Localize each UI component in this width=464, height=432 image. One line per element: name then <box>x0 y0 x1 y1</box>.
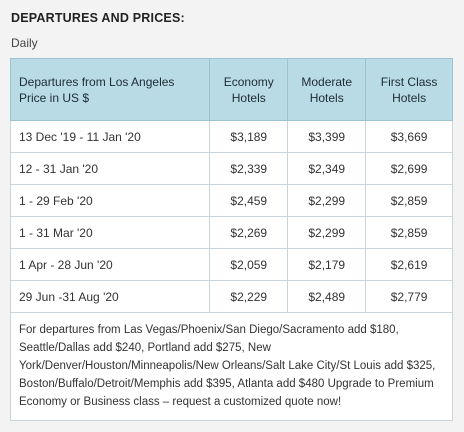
frequency-label: Daily <box>11 36 38 50</box>
economy-price: $2,229 <box>209 280 289 313</box>
header-moderate-line1: Moderate <box>301 74 353 89</box>
table-row: 1 Apr - 28 Jun '20 $2,059 $2,179 $2,619 <box>9 248 453 281</box>
first-class-price: $2,859 <box>365 216 453 249</box>
economy-price: $2,339 <box>209 152 289 185</box>
first-class-price: $2,779 <box>365 280 453 313</box>
economy-price: $3,189 <box>209 120 289 153</box>
table-row: 1 - 31 Mar '20 $2,269 $2,299 $2,859 <box>9 216 453 249</box>
row-dates: 1 - 31 Mar '20 <box>9 216 211 249</box>
header-moderate: Moderate Hotels <box>287 58 367 121</box>
table-row: 29 Jun -31 Aug '20 $2,229 $2,489 $2,779 <box>9 280 453 313</box>
header-first-class-line1: First Class <box>380 74 438 89</box>
note-row: For departures from Las Vegas/Phoenix/Sa… <box>10 312 453 421</box>
header-departures-line1: Departures from Los Angeles <box>19 74 175 89</box>
moderate-price: $2,349 <box>287 152 367 185</box>
row-dates: 1 - 29 Feb '20 <box>9 184 211 217</box>
row-dates: 13 Dec '19 - 11 Jan '20 <box>9 120 211 153</box>
table-row: 12 - 31 Jan '20 $2,339 $2,349 $2,699 <box>9 152 453 185</box>
first-class-price: $3,669 <box>365 120 453 153</box>
moderate-price: $2,299 <box>287 184 367 217</box>
header-economy-line1: Economy <box>223 74 274 89</box>
table-row: 13 Dec '19 - 11 Jan '20 $3,189 $3,399 $3… <box>9 120 453 153</box>
header-first-class: First Class Hotels <box>365 58 453 121</box>
header-departures: Departures from Los Angeles Price in US … <box>9 58 211 121</box>
table-header-row: Departures from Los Angeles Price in US … <box>9 58 453 121</box>
header-economy: Economy Hotels <box>209 58 289 121</box>
moderate-price: $3,399 <box>287 120 367 153</box>
header-first-class-line2: Hotels <box>392 90 427 105</box>
row-dates: 29 Jun -31 Aug '20 <box>9 280 211 313</box>
moderate-price: $2,179 <box>287 248 367 281</box>
prices-table: Departures from Los Angeles Price in US … <box>9 58 453 421</box>
economy-price: $2,059 <box>209 248 289 281</box>
first-class-price: $2,859 <box>365 184 453 217</box>
row-dates: 1 Apr - 28 Jun '20 <box>9 248 211 281</box>
moderate-price: $2,299 <box>287 216 367 249</box>
row-dates: 12 - 31 Jan '20 <box>9 152 211 185</box>
header-economy-line2: Hotels <box>231 90 266 105</box>
header-moderate-line2: Hotels <box>309 90 344 105</box>
table-row: 1 - 29 Feb '20 $2,459 $2,299 $2,859 <box>9 184 453 217</box>
section-heading: DEPARTURES AND PRICES: <box>11 11 185 25</box>
first-class-price: $2,619 <box>365 248 453 281</box>
economy-price: $2,459 <box>209 184 289 217</box>
departure-surcharge-note: For departures from Las Vegas/Phoenix/Sa… <box>10 312 453 421</box>
economy-price: $2,269 <box>209 216 289 249</box>
moderate-price: $2,489 <box>287 280 367 313</box>
first-class-price: $2,699 <box>365 152 453 185</box>
header-departures-line2: Price in US $ <box>19 90 90 105</box>
